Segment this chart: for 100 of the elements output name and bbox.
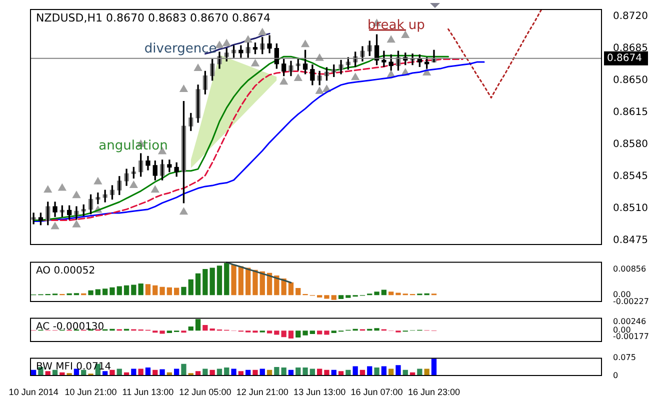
y-tick-label: 0.00: [613, 290, 631, 300]
y-tick-label: 0: [613, 371, 618, 380]
point: [294, 74, 302, 82]
bar: [288, 282, 294, 296]
point: [222, 39, 231, 46]
bar: [317, 330, 322, 334]
bar: [166, 287, 172, 296]
x-tick-label: 16 Jun 07:00: [350, 386, 403, 397]
bar: [138, 284, 144, 296]
bar: [131, 284, 136, 296]
bar: [188, 279, 194, 296]
bar: [374, 368, 380, 376]
point: [301, 40, 310, 48]
bar: [152, 285, 158, 296]
point: [258, 28, 266, 36]
point: [180, 84, 188, 92]
bar: [160, 369, 165, 376]
bar: [381, 290, 386, 296]
bar: [296, 330, 301, 338]
bar: [188, 326, 194, 331]
point: [280, 78, 288, 85]
y-tick-label: 0.8615: [613, 106, 648, 118]
bar: [195, 319, 201, 331]
annotation: angulation: [98, 138, 168, 154]
bar: [331, 295, 336, 300]
y-tick-label: 0.00246: [613, 317, 646, 326]
bar: [296, 288, 301, 296]
bar: [110, 287, 115, 296]
bar: [231, 264, 236, 296]
x-tick-label: 16 Jun 23:00: [408, 386, 460, 397]
y-tick-label: 0.075: [613, 352, 636, 362]
y-tick-label: -0.00177: [613, 332, 649, 341]
bar: [238, 266, 244, 296]
point: [44, 186, 52, 193]
bar: [202, 325, 208, 331]
bar: [202, 268, 208, 296]
bar: [396, 292, 401, 296]
point: [216, 41, 224, 48]
y-tick-label: 0.8510: [613, 203, 648, 214]
bar: [181, 286, 186, 296]
point: [180, 208, 188, 215]
y-tick-label: 0.8545: [613, 170, 648, 182]
annotation: divergence: [144, 41, 217, 56]
y-tick-label: 0.00856: [613, 264, 646, 274]
bar: [246, 268, 251, 296]
bar: [331, 330, 336, 334]
bar: [388, 292, 394, 296]
x-tick-label: 12 Jun 21:00: [236, 386, 288, 397]
bar: [302, 330, 308, 336]
bar: [281, 330, 286, 338]
bar: [216, 266, 222, 296]
bar: [374, 292, 380, 296]
point: [72, 191, 80, 198]
y-tick-label: 0.8720: [613, 10, 648, 22]
bar: [338, 295, 344, 300]
point: [401, 31, 410, 38]
bar: [266, 330, 272, 334]
point: [194, 64, 202, 71]
bar: [124, 285, 130, 296]
x-tick-label: 11 Jun 13:00: [122, 386, 174, 397]
point: [58, 184, 66, 191]
y-tick-label: 0.8650: [613, 74, 648, 86]
x-tick-label: 10 Jun 2014: [8, 386, 58, 397]
point: [51, 222, 59, 230]
y-tick-label: 0.8685: [613, 42, 648, 54]
bar: [310, 330, 315, 334]
bar: [396, 365, 401, 376]
bar: [181, 364, 186, 376]
point: [151, 186, 160, 193]
bar: [346, 295, 351, 298]
bar: [324, 295, 330, 299]
ref-line-label: 0.8674: [607, 52, 642, 64]
bar: [88, 290, 94, 296]
point: [251, 59, 260, 66]
point: [387, 36, 396, 43]
bar: [210, 268, 215, 296]
bar: [252, 270, 258, 296]
point: [94, 177, 102, 184]
x-tick-label: 12 Jun 05:00: [179, 386, 232, 397]
point: [351, 73, 360, 80]
bar: [274, 330, 280, 335]
y-tick-label: 0.8475: [613, 235, 648, 246]
bar: [160, 286, 165, 296]
chart-title: AO 0.00052: [36, 265, 96, 276]
annotation: break up: [367, 18, 425, 33]
bar: [324, 330, 330, 335]
point: [72, 220, 80, 228]
bar: [174, 288, 180, 296]
chart-title: AC -0.000130: [36, 321, 104, 332]
bar: [160, 330, 165, 334]
bar: [302, 368, 308, 376]
bar: [224, 262, 230, 296]
bar: [317, 295, 322, 298]
point: [316, 86, 324, 94]
bar: [288, 330, 294, 339]
x-tick-label: 10 Jun 21:00: [64, 386, 117, 397]
x-tick-label: 13 Jun 13:00: [294, 386, 346, 397]
y-tick-label: 0.8580: [613, 138, 648, 150]
bar: [374, 328, 380, 331]
bar: [116, 286, 122, 296]
